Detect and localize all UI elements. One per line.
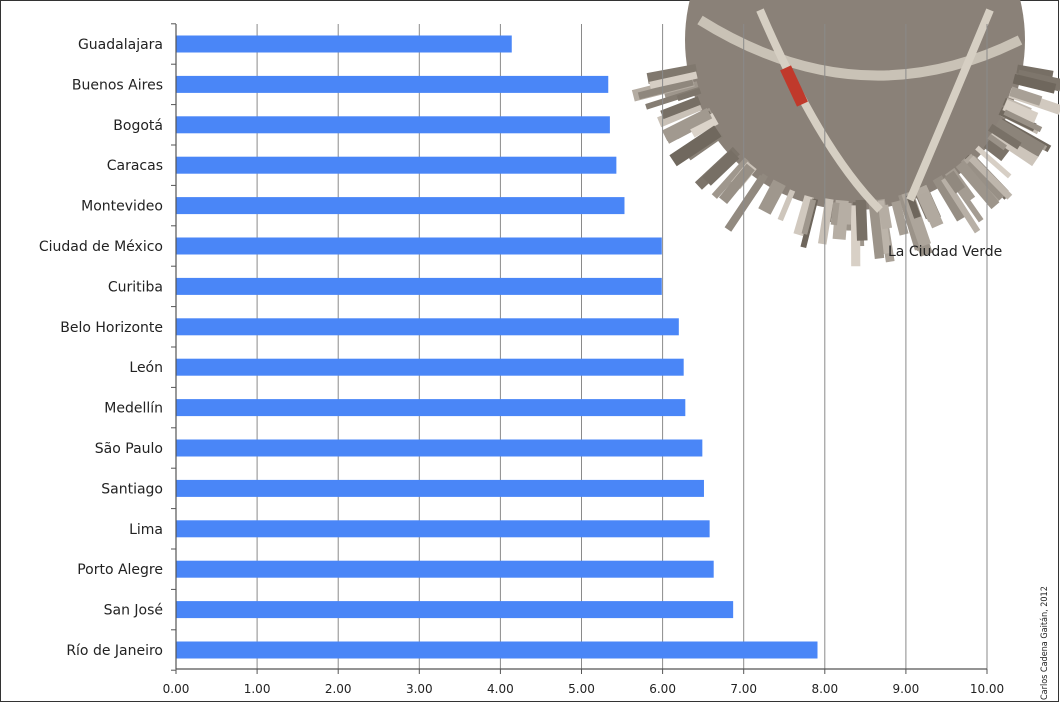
category-label: Ciudad de México: [39, 239, 163, 255]
bar: [176, 35, 512, 53]
x-tick-label: 5.00: [568, 682, 595, 696]
building-shape: [830, 202, 840, 226]
x-tick-label: 4.00: [487, 682, 514, 696]
category-label: São Paulo: [95, 441, 163, 457]
building-shape: [702, 149, 740, 186]
bar: [176, 601, 734, 619]
building-shape: [688, 112, 719, 138]
building-shape: [646, 64, 698, 85]
building-shape: [1003, 109, 1043, 133]
building-shape: [1002, 99, 1039, 124]
x-tick-label: 7.00: [730, 682, 757, 696]
building-shape: [878, 204, 893, 230]
bar: [176, 479, 704, 497]
bar: [176, 560, 714, 578]
building-shape: [987, 133, 1008, 151]
x-tick-label: 8.00: [811, 682, 838, 696]
building-shape: [988, 123, 1022, 150]
category-label: Montevideo: [81, 199, 163, 215]
x-tick-label: 0.00: [163, 682, 190, 696]
bus-shape: [780, 65, 808, 107]
bar: [176, 116, 610, 134]
building-shape: [868, 199, 885, 259]
building-shape: [968, 155, 1013, 200]
bar: [176, 520, 710, 538]
building-shape: [891, 200, 909, 236]
building-shape: [917, 190, 944, 229]
highway-shape: [697, 15, 1023, 81]
category-label: Buenos Aires: [72, 77, 163, 93]
bar: [176, 399, 686, 417]
category-label: Guadalajara: [78, 37, 163, 53]
highway-shape: [906, 8, 994, 202]
category-label: Curitiba: [108, 279, 163, 295]
highway-shape: [756, 8, 883, 213]
building-shape: [751, 173, 768, 194]
category-label: Belo Horizonte: [60, 320, 163, 336]
building-shape: [932, 175, 967, 222]
category-label: Medellín: [104, 401, 163, 417]
x-tick-labels: 0.00 1.00 2.00 3.00 4.00 5.00 6.00 7.00 8.00 9.00…: [163, 669, 1004, 696]
author-credit: Carlos Cadena Gaitán, 2012: [1040, 586, 1050, 700]
bar: [176, 197, 625, 215]
building-shape: [993, 118, 1046, 157]
building-shape: [711, 157, 750, 199]
bar: [176, 237, 662, 255]
bar: [176, 318, 679, 336]
axes: [171, 23, 987, 671]
building-shape: [637, 78, 694, 100]
bar: [176, 358, 684, 376]
building-shape: [662, 107, 713, 141]
x-tick-label: 1.00: [244, 682, 271, 696]
bar: [176, 156, 617, 174]
category-label: Santiago: [101, 481, 163, 497]
la-ciudad-verde-label: La Ciudad Verde: [888, 244, 1003, 260]
building-shape: [801, 198, 817, 235]
building-shape: [944, 170, 966, 194]
building-shape: [669, 125, 722, 167]
building-shape: [718, 163, 755, 205]
x-tick-label: 9.00: [893, 682, 920, 696]
building-shape: [676, 88, 702, 102]
bar: [176, 641, 818, 659]
category-label: Porto Alegre: [77, 562, 163, 578]
bar: [176, 75, 609, 93]
category-labels: Guadalajara Buenos Aires Bogotá Caracas Mont…: [39, 37, 163, 659]
building-shape: [975, 145, 1012, 179]
category-label: Bogotá: [113, 118, 163, 134]
building-shape: [1012, 73, 1057, 94]
category-label: León: [129, 360, 163, 376]
building-shape: [941, 177, 981, 234]
x-tick-label: 10.00: [970, 682, 1004, 696]
building-shape: [649, 71, 698, 89]
category-label: San José: [104, 603, 163, 619]
building-shape: [983, 136, 1010, 162]
bar: [176, 277, 662, 295]
building-shape: [817, 198, 834, 245]
city-globe-image: [631, 0, 1060, 267]
building-shape: [901, 190, 931, 248]
building-shape: [855, 199, 868, 241]
bars: [176, 35, 818, 659]
building-shape: [844, 202, 852, 225]
x-tick-label: 3.00: [406, 682, 433, 696]
category-label: Lima: [129, 522, 163, 538]
building-shape: [777, 189, 796, 222]
bar: [176, 439, 703, 457]
building-shape: [955, 160, 1000, 210]
building-shape: [1009, 86, 1043, 106]
building-shape: [758, 179, 786, 215]
x-tick-label: 6.00: [649, 682, 676, 696]
category-label: Caracas: [107, 158, 163, 174]
category-label: Río de Janeiro: [66, 643, 163, 659]
building-shape: [660, 96, 702, 120]
x-tick-label: 2.00: [325, 682, 352, 696]
